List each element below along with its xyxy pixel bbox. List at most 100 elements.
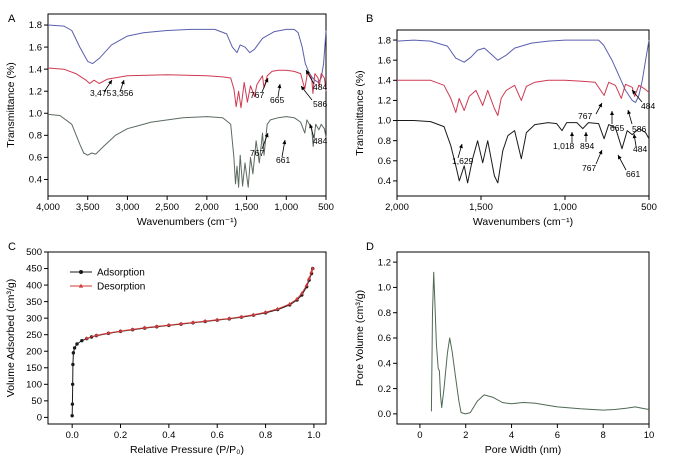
y-axis-title: Pore Volume (cm³/g) — [354, 290, 366, 386]
annotation-arrowhead — [627, 110, 632, 115]
peak-annotation: 586 — [313, 99, 327, 109]
annotation-arrowhead — [458, 144, 463, 149]
panel-label: C — [8, 241, 16, 253]
y-tick-label: 0.6 — [378, 156, 391, 167]
desorption-point — [310, 266, 315, 270]
x-axis-title: Relative Pressure (P/P₀) — [130, 444, 244, 456]
desorption-point — [118, 328, 123, 333]
peak-annotation: 1,018 — [553, 141, 575, 151]
desorption-point — [251, 312, 256, 317]
x-tick-label: 0.6 — [211, 430, 224, 441]
plot-frame — [47, 251, 327, 425]
panel-label: A — [8, 13, 16, 25]
desorption-point — [299, 291, 304, 295]
annotation-arrowhead — [264, 133, 269, 138]
y-tick-label: 0.8 — [378, 136, 391, 147]
desorption-point — [275, 306, 280, 311]
plot-frame — [396, 29, 650, 197]
x-tick-label: 0 — [417, 430, 422, 441]
x-tick-label: 8 — [601, 430, 606, 441]
y-tick-label: 1.0 — [378, 116, 391, 127]
x-tick-label: 500 — [641, 202, 657, 213]
legend-entry-desorption: Desorption — [97, 282, 145, 293]
annotation-arrowhead — [632, 134, 637, 139]
y-tick-label: 1.6 — [378, 55, 391, 66]
desorption-point — [227, 316, 232, 320]
y-tick-label: 500 — [26, 247, 42, 258]
y-tick-label: 0.4 — [378, 176, 391, 187]
adsorption-point — [75, 342, 79, 346]
x-tick-label: 3,500 — [76, 202, 100, 213]
adsorption-point — [71, 351, 76, 355]
desorption-point — [309, 269, 314, 274]
desorption-point — [304, 282, 309, 287]
y-tick-label: 0.8 — [378, 308, 391, 319]
annotation-arrowhead — [282, 140, 287, 145]
desorption-point — [94, 333, 99, 337]
x-tick-label: 2,500 — [155, 202, 179, 213]
series-line-3 — [47, 113, 327, 188]
adsorption-point — [72, 346, 77, 350]
x-tick-label: 1,500 — [469, 202, 493, 213]
annotation-arrowhead — [309, 124, 314, 129]
peak-annotation: 661 — [276, 155, 290, 165]
legend-marker — [79, 270, 83, 274]
x-tick-label: 4,000 — [36, 202, 60, 213]
series-line-1 — [430, 271, 650, 415]
peak-annotation: 767 — [250, 90, 264, 100]
peak-annotation: 484 — [633, 144, 647, 154]
x-tick-label: 3,000 — [116, 202, 140, 213]
adsorption-point — [70, 414, 74, 418]
y-tick-label: 0.6 — [29, 153, 42, 164]
y-tick-label: 1.4 — [29, 64, 42, 75]
y-tick-label: 100 — [26, 380, 42, 391]
annotation-arrowhead — [598, 103, 602, 108]
peak-annotation: 484 — [313, 136, 327, 146]
desorption-point — [263, 310, 268, 314]
x-tick-label: 0.4 — [162, 430, 175, 441]
annotation-arrowhead — [570, 132, 574, 136]
panel-d: D 0 2 4 6 8 10 0.0 0.2 0.4 0.6 0.8 1.0 1.2 Pore Width … — [354, 241, 654, 456]
peak-annotation: 3,356 — [112, 88, 134, 98]
annotation-arrowhead — [108, 80, 112, 85]
y-axis-title: Volume Adsorbed (cm³/g) — [5, 279, 17, 397]
x-tick-label: 4 — [509, 430, 514, 441]
y-tick-label: 1.8 — [29, 20, 42, 31]
y-tick-label: 1.8 — [378, 35, 391, 46]
adsorption-point — [80, 338, 84, 343]
y-tick-label: 250 — [26, 330, 42, 341]
y-tick-label: 200 — [26, 346, 42, 357]
annotation-arrowhead — [618, 155, 622, 160]
panel-label: B — [366, 13, 373, 25]
desorption-point — [84, 336, 89, 340]
x-tick-label: 500 — [318, 202, 334, 213]
adsorption-point — [70, 402, 75, 406]
y-tick-label: 150 — [26, 363, 42, 374]
y-tick-label: 50 — [31, 396, 42, 407]
desorption-point — [106, 330, 111, 335]
desorption-point — [307, 276, 312, 280]
panel-label: D — [366, 241, 374, 253]
peak-annotation: 1,629 — [452, 156, 474, 166]
desorption-point — [166, 322, 171, 327]
y-tick-label: 1.2 — [29, 86, 42, 97]
peak-annotation: 484 — [313, 82, 327, 92]
annotation-arrowhead — [306, 70, 310, 75]
adsorption-point — [70, 382, 75, 387]
peak-annotation: 894 — [580, 141, 594, 151]
x-tick-label: 1,000 — [553, 202, 577, 213]
peak-annotation: 665 — [270, 95, 284, 105]
desorption-point — [142, 325, 147, 330]
peak-annotation: 661 — [626, 169, 640, 179]
legend-marker — [78, 283, 84, 288]
x-tick-label: 1.0 — [307, 430, 320, 441]
desorption-point — [203, 318, 208, 323]
annotation-arrowhead — [120, 80, 125, 85]
y-tick-label: 1.0 — [29, 108, 42, 119]
y-tick-label: 1.6 — [29, 42, 42, 53]
y-tick-label: 350 — [26, 297, 42, 308]
y-tick-label: 0 — [37, 413, 42, 424]
series-line-1 — [396, 39, 650, 103]
x-axis-title: Wavenumbers (cm⁻¹) — [473, 216, 573, 228]
